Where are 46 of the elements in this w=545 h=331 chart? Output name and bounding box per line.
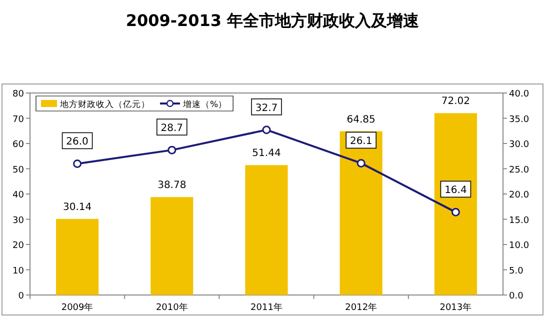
point [356,158,366,168]
y-tick-label: 80 [12,90,24,100]
y2-tick-label: 30.0 [509,140,530,150]
bar [150,197,194,295]
y2-tick-label: 25.0 [509,165,530,176]
x-tick-label: 2011年 [250,302,282,313]
point [262,126,271,134]
bar [434,113,477,295]
data-label: 72.02 [441,96,470,108]
x-tick-label: 2009年 [61,302,94,313]
legend-label: 地方财政收入（亿元） [59,99,150,110]
y2-tick-label: 20.0 [509,190,530,200]
legend-label: 增速（%） [182,99,228,110]
y-tick-label: 70 [12,114,24,125]
data-label: 32.7 [255,102,278,114]
data-label: 26.0 [66,136,88,148]
bar [340,131,382,295]
y2-tick-label: 0.0 [509,292,524,302]
y-tick-label: 20 [12,241,24,251]
y-tick-label: 0 [18,292,24,302]
x-tick-label: 2012年 [345,302,378,313]
y-tick-label: 50 [12,165,24,176]
y-tick-label: 10 [12,266,24,276]
bar [245,165,288,295]
point [451,208,460,216]
x-tick-label: 2010年 [156,302,188,313]
data-label: 16.4 [444,185,467,196]
bar [56,218,99,295]
data-label: 30.14 [62,202,92,213]
y2-tick-label: 10.0 [509,241,530,251]
data-label: 51.44 [252,148,281,160]
data-label: 38.78 [158,180,186,192]
y2-tick-label: 15.0 [509,216,530,226]
y-tick-label: 60 [12,140,24,150]
y2-tick-label: 5.0 [509,266,524,276]
y2-tick-label: 35.0 [509,114,530,125]
data-label: 26.1 [350,136,372,148]
y-tick-label: 30 [12,216,24,226]
x-tick-label: 2013年 [440,302,472,313]
chart-title: 2009-2013 年全市地方财政收入及增速 [126,11,420,30]
y2-tick-label: 40.0 [509,90,530,100]
y-tick-label: 40 [12,190,24,200]
data-label: 64.85 [346,114,376,126]
point [168,146,176,154]
point [73,159,82,168]
data-label: 28.7 [160,123,184,134]
